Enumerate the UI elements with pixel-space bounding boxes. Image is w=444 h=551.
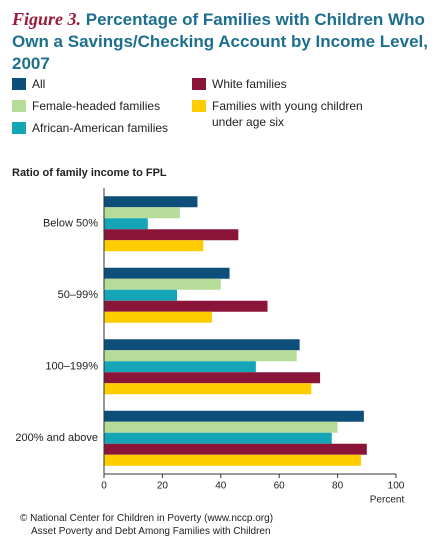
bar [104,372,321,384]
legend-label: African-American families [32,121,169,135]
y-tick-label: 100–199% [45,361,98,373]
legend-swatch [192,78,206,90]
bar [104,289,177,301]
bar [104,196,198,208]
y-tick-label: 200% and above [15,432,98,444]
legend-swatch [192,100,206,112]
bar [104,339,300,351]
legend-swatch [12,122,26,134]
y-tick-label: Below 50% [43,218,98,230]
bar [104,300,268,312]
chart-title: Percentage of Families with Children Who… [12,10,428,73]
bar [104,383,312,395]
x-tick-label: 20 [157,481,169,492]
bar [104,267,230,279]
x-tick-label: 0 [101,481,107,492]
x-axis-title: Percent [370,495,405,506]
x-tick-label: 80 [332,481,344,492]
note: Asset Poverty and Debt Among Families wi… [31,526,271,537]
footer: © National Center for Children in Povert… [20,512,273,538]
legend-label: White families [212,77,287,91]
bar [104,240,204,252]
legend: All Female-headed families African-America… [12,76,432,146]
bar [104,207,180,219]
x-tick-label: 100 [388,481,405,492]
bar [104,432,332,444]
bar [104,229,239,241]
y-axis-title: Ratio of family income to FPL [12,167,167,179]
legend-label: All [32,77,46,91]
legend-swatch [12,78,26,90]
legend-swatch [12,100,26,112]
bar [104,218,148,230]
source: © National Center for Children in Povert… [20,513,274,524]
legend-label: Families with young children under age s… [212,99,363,129]
bar [104,350,297,362]
bar [104,443,367,455]
x-tick-label: 40 [215,481,227,492]
bar [104,361,256,373]
bar [104,311,213,323]
y-tick-label: 50–99% [58,289,99,301]
chart: Ratio of family income to FPL Percent 0 2… [12,167,405,506]
legend-label: Female-headed families [32,99,161,113]
bar [104,421,338,433]
bar [104,278,221,290]
bar [104,410,364,422]
bar [104,454,361,466]
figure-label: Figure 3. [12,9,82,29]
x-tick-label: 60 [274,481,286,492]
title-block: Figure 3. Percentage of Families with Ch… [12,8,437,75]
